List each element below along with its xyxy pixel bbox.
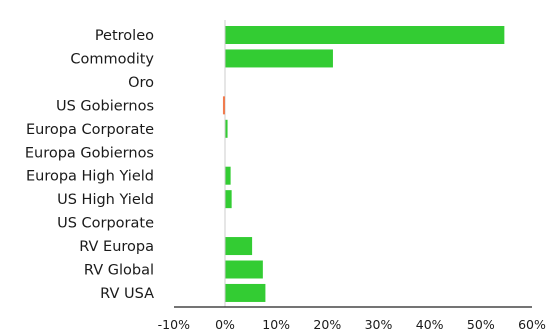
x-tick-label: 50% (467, 317, 495, 332)
category-label: RV USA (100, 286, 154, 302)
bar (225, 283, 266, 302)
bar (225, 119, 228, 138)
category-label: US High Yield (57, 192, 154, 208)
x-tick-label: 60% (518, 317, 546, 332)
bar (225, 190, 232, 209)
category-label: Europa High Yield (26, 169, 154, 185)
bar (225, 260, 263, 279)
x-tick-label: 40% (416, 317, 444, 332)
category-label: RV Europa (79, 239, 154, 255)
bar (225, 49, 333, 68)
category-label: Europa Gobiernos (25, 145, 154, 161)
category-label: Europa Corporate (26, 122, 154, 138)
bar (225, 166, 231, 185)
category-label: US Gobiernos (56, 98, 154, 114)
x-tick-label: 30% (365, 317, 393, 332)
x-tick-label: 0% (215, 317, 235, 332)
bar (222, 96, 225, 115)
bar (225, 26, 505, 44)
category-label: Oro (128, 75, 154, 91)
category-label: Petroleo (95, 28, 154, 44)
x-tick-label: -10% (158, 317, 190, 332)
category-label: Commodity (70, 51, 154, 67)
category-label: US Corporate (57, 216, 154, 232)
bar (225, 237, 253, 256)
category-label: RV Global (84, 263, 154, 279)
x-tick-label: 20% (313, 317, 341, 332)
x-tick-label: 10% (262, 317, 290, 332)
